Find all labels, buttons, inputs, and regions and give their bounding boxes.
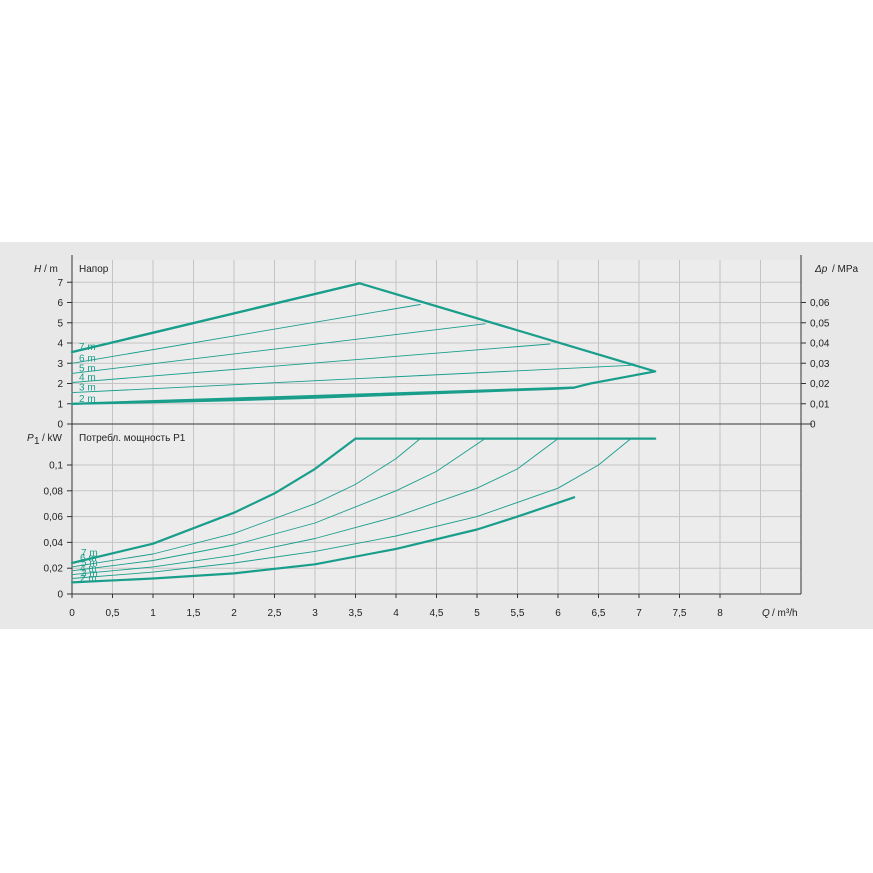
- power-ylabel-symbol: P: [27, 433, 34, 444]
- head-curve-6m: [71, 304, 421, 364]
- x-tick-label: 0: [69, 608, 75, 619]
- head-curve-label: 6 m: [79, 353, 96, 364]
- x-tick-label: 3: [312, 608, 318, 619]
- head-curve-4m: [71, 343, 551, 383]
- head-curve-label: 5 m: [79, 363, 96, 374]
- power-curve-label: 6 m: [80, 553, 97, 564]
- power-y-tick-label: 0: [57, 590, 63, 601]
- head-curve-label: 3 m: [79, 383, 96, 394]
- power-y-tick-label: 0,06: [44, 512, 64, 523]
- frame-layer: [67, 255, 812, 598]
- power-y-tick-label: 0,02: [44, 564, 64, 575]
- head-ylabel-symbol: H: [34, 264, 42, 275]
- power-curve-label: 2 m: [80, 573, 97, 584]
- grid-layer: [71, 260, 802, 595]
- pressure-y-tick-label: 0: [810, 420, 816, 431]
- power-ylabel-unit: / kW: [42, 433, 63, 444]
- head-y-tick-label: 1: [57, 399, 63, 410]
- head-curve-label: 2 m: [79, 394, 96, 405]
- head-y-tick-label: 4: [57, 339, 63, 350]
- x-tick-label: 2: [231, 608, 237, 619]
- head-y-tick-label: 2: [57, 379, 63, 390]
- head-curve-2m: [70, 386, 576, 405]
- power-curve-7m: [70, 437, 357, 565]
- flow-x-axis-title: Q / m³/h: [762, 608, 798, 619]
- pressure-y-tick-label: 0,02: [810, 379, 830, 390]
- flow-xlabel-symbol: Q: [762, 608, 770, 619]
- power-curve-2m: [70, 496, 576, 584]
- pressure-y-tick-label: 0,06: [810, 298, 830, 309]
- curve-layer: [70, 282, 657, 584]
- head-ylabel-unit: / m: [44, 264, 58, 275]
- power-y-tick-label: 0,04: [44, 538, 64, 549]
- pressure-ylabel-symbol: Δp: [814, 264, 828, 275]
- power-curve-label: 7 m: [81, 548, 98, 559]
- head-curve-3m: [71, 364, 632, 394]
- head-curve-label: 7 m: [79, 342, 96, 353]
- power-curve-label: 3 m: [81, 568, 98, 579]
- power-curve-5m: [71, 438, 486, 572]
- x-tick-label: 1: [150, 608, 156, 619]
- power-y-tick-label: 0,1: [49, 461, 63, 472]
- x-tick-label: 3,5: [349, 608, 363, 619]
- power-chart-title: Потребл. мощность P1: [79, 432, 186, 444]
- pressure-ylabel-unit: / MPa: [832, 264, 859, 275]
- pressure-y-tick-label: 0,05: [810, 318, 830, 329]
- x-tick-label: 6,5: [592, 608, 606, 619]
- power-y-axis-title: P 1 / kW: [27, 433, 63, 447]
- x-tick-label: 5,5: [511, 608, 525, 619]
- x-tick-label: 4: [393, 608, 399, 619]
- power-curve-4m: [71, 438, 559, 576]
- x-tick-label: 7: [636, 608, 642, 619]
- power-curve-3m: [71, 438, 632, 579]
- head-y-tick-label: 3: [57, 359, 63, 370]
- pressure-y-axis-title: Δp / MPa: [814, 264, 859, 275]
- head-y-tick-label: 0: [57, 420, 63, 431]
- x-tick-label: 5: [474, 608, 480, 619]
- power-ylabel-sub: 1: [34, 436, 40, 447]
- head-y-tick-label: 5: [57, 318, 63, 329]
- x-tick-label: 8: [717, 608, 723, 619]
- head-curve-7m: [70, 282, 361, 354]
- x-tick-label: 0,5: [106, 608, 120, 619]
- power-y-tick-label: 0,08: [44, 486, 64, 497]
- x-tick-label: 4,5: [430, 608, 444, 619]
- pressure-y-tick-label: 0,03: [810, 359, 830, 370]
- x-tick-label: 1,5: [187, 608, 201, 619]
- head-curve-5m: [71, 323, 486, 374]
- pressure-y-tick-label: 0,04: [810, 339, 830, 350]
- head-y-axis-title: H / m: [34, 264, 58, 275]
- flow-xlabel-unit: / m³/h: [772, 608, 798, 619]
- power-curve-6m: [71, 438, 421, 568]
- x-tick-label: 2,5: [268, 608, 282, 619]
- head-y-tick-label: 7: [57, 278, 63, 289]
- x-tick-label: 7,5: [673, 608, 687, 619]
- power-curve-label: 5 m: [81, 558, 98, 569]
- power-curve-label: 4 m: [80, 563, 97, 574]
- label-layer: 0 1 2 3 4 5 6 7 0 0,01 0,02 0,03 0,04 0,05 0,06 0 0,02 0,…: [44, 278, 830, 619]
- pressure-y-tick-label: 0,01: [810, 399, 830, 410]
- head-y-tick-label: 6: [57, 298, 63, 309]
- head-curve-label: 4 m: [79, 372, 96, 383]
- x-tick-label: 6: [555, 608, 561, 619]
- head-chart-title: Напор: [79, 264, 109, 275]
